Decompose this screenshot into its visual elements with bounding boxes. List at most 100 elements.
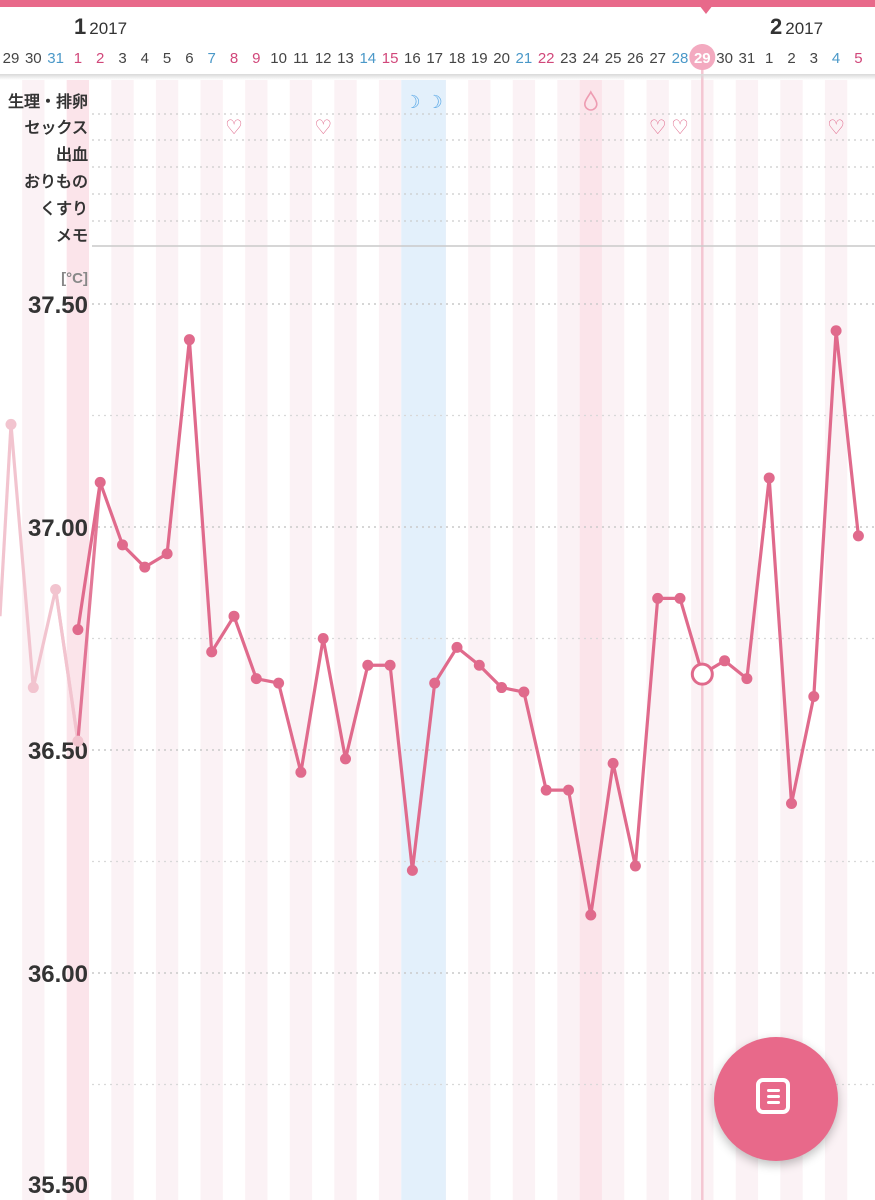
day-number-label[interactable]: 24 <box>582 50 599 67</box>
current-temperature-point[interactable] <box>451 641 463 653</box>
current-temperature-point[interactable] <box>117 539 128 551</box>
current-temperature-point[interactable] <box>607 757 619 769</box>
day-number-label[interactable]: 16 <box>404 50 421 67</box>
day-number-label[interactable]: 22 <box>538 50 555 67</box>
month-label-feb: 2 2017 <box>770 14 823 40</box>
day-number-label[interactable]: 17 <box>426 50 443 67</box>
current-temperature-point[interactable] <box>161 548 173 560</box>
day-number-label[interactable]: 14 <box>359 50 376 67</box>
current-temperature-point[interactable] <box>295 766 307 778</box>
current-temperature-point[interactable] <box>250 673 262 685</box>
day-number-label[interactable]: 6 <box>185 50 193 67</box>
sex-heart-icon[interactable]: ♡ <box>314 115 332 139</box>
current-temperature-point[interactable] <box>629 860 641 872</box>
day-number-label[interactable]: 9 <box>252 50 260 67</box>
day-number-label[interactable]: 11 <box>293 50 309 67</box>
sex-heart-icon[interactable]: ♡ <box>671 115 689 139</box>
current-temperature-point[interactable] <box>206 646 218 658</box>
day-number-label[interactable]: 4 <box>832 50 840 67</box>
y-tick-label: 37.50 <box>28 292 88 319</box>
day-number-label[interactable]: 5 <box>163 50 171 67</box>
current-temperature-point[interactable] <box>652 592 664 604</box>
day-number-label[interactable]: 20 <box>493 50 510 67</box>
previous-temperature-point[interactable] <box>5 418 17 430</box>
day-number-label[interactable]: 23 <box>560 50 577 67</box>
current-temperature-point[interactable] <box>340 753 351 765</box>
current-temperature-point[interactable] <box>72 624 84 636</box>
current-temperature-point[interactable] <box>585 909 597 921</box>
current-temperature-point[interactable] <box>830 325 842 337</box>
day-number-label[interactable]: 26 <box>627 50 644 67</box>
current-temperature-point[interactable] <box>496 682 508 694</box>
day-number-label[interactable]: 30 <box>716 50 733 67</box>
current-cycle-line <box>678 597 704 675</box>
day-number-label[interactable]: 2 <box>787 50 795 67</box>
current-temperature-point[interactable] <box>540 784 552 796</box>
day-number-label[interactable]: 30 <box>25 50 42 67</box>
day-number-label[interactable]: 7 <box>208 50 216 67</box>
day-number-label[interactable]: 10 <box>270 50 287 67</box>
day-number-label[interactable]: 15 <box>382 50 399 67</box>
ovulation-moon-icon[interactable]: ☽ <box>404 92 420 113</box>
day-number-label[interactable]: 2 <box>96 50 104 67</box>
day-number-label[interactable]: 19 <box>471 50 488 67</box>
day-column-stripe <box>334 80 357 1200</box>
current-temperature-point[interactable] <box>228 610 240 622</box>
current-temperature-point[interactable] <box>674 592 686 604</box>
day-column-stripe <box>735 80 759 1200</box>
day-number-label[interactable]: 29 <box>3 50 20 67</box>
day-number-label[interactable]: 27 <box>649 50 666 67</box>
record-entry-button[interactable] <box>714 1037 838 1161</box>
current-temperature-point[interactable] <box>362 659 374 671</box>
day-number-label[interactable]: 29 <box>694 50 711 67</box>
current-temperature-point[interactable] <box>518 686 530 698</box>
current-temperature-point[interactable] <box>763 472 775 484</box>
current-temperature-point[interactable] <box>741 673 753 685</box>
day-number-label[interactable]: 3 <box>810 50 818 67</box>
day-number-label[interactable]: 31 <box>739 50 756 67</box>
previous-temperature-point[interactable] <box>27 682 39 694</box>
current-temperature-point[interactable] <box>786 798 797 810</box>
day-number-label[interactable]: 5 <box>854 50 862 67</box>
current-temperature-point[interactable] <box>473 659 485 671</box>
current-temperature-point[interactable] <box>183 334 195 346</box>
current-temperature-point[interactable] <box>852 530 864 542</box>
month-number: 1 <box>74 14 87 39</box>
day-number-label[interactable]: 18 <box>449 50 466 67</box>
day-number-label[interactable]: 3 <box>118 50 126 67</box>
current-temperature-point[interactable] <box>719 655 731 667</box>
menstruation-drop-icon[interactable] <box>583 90 598 111</box>
day-number-label[interactable]: 8 <box>230 50 238 67</box>
today-temperature-marker[interactable] <box>690 662 714 686</box>
day-number-label[interactable]: 12 <box>315 50 332 67</box>
day-number-label[interactable]: 1 <box>765 50 773 67</box>
previous-temperature-point[interactable] <box>72 735 84 747</box>
current-temperature-point[interactable] <box>563 784 574 796</box>
day-column-stripe <box>824 80 848 1200</box>
sex-heart-icon[interactable]: ♡ <box>827 115 845 139</box>
day-number-label[interactable]: 31 <box>47 50 64 67</box>
sex-heart-icon[interactable]: ♡ <box>649 115 667 139</box>
day-number-label[interactable]: 25 <box>605 50 622 67</box>
day-column-stripe <box>22 80 45 1200</box>
current-temperature-point[interactable] <box>406 864 418 876</box>
current-temperature-point[interactable] <box>808 690 820 702</box>
ovulation-moon-icon[interactable]: ☽ <box>427 92 443 113</box>
sex-heart-icon[interactable]: ♡ <box>225 115 243 139</box>
day-number-label[interactable]: 1 <box>74 50 82 67</box>
day-number-label[interactable]: 13 <box>337 50 354 67</box>
current-temperature-point[interactable] <box>384 659 396 671</box>
day-number-label[interactable]: 4 <box>141 50 149 67</box>
current-temperature-point[interactable] <box>139 561 151 573</box>
current-temperature-point[interactable] <box>273 677 285 689</box>
current-temperature-point[interactable] <box>94 476 106 488</box>
y-tick-label: 35.50 <box>28 1172 88 1199</box>
current-temperature-point[interactable] <box>317 633 329 644</box>
today-day-highlight <box>689 44 716 70</box>
previous-temperature-point[interactable] <box>50 583 62 595</box>
day-number-label[interactable]: 21 <box>516 50 533 67</box>
today-pointer-icon <box>699 5 713 14</box>
current-temperature-point[interactable] <box>429 677 441 689</box>
day-number-label[interactable]: 28 <box>672 50 689 67</box>
